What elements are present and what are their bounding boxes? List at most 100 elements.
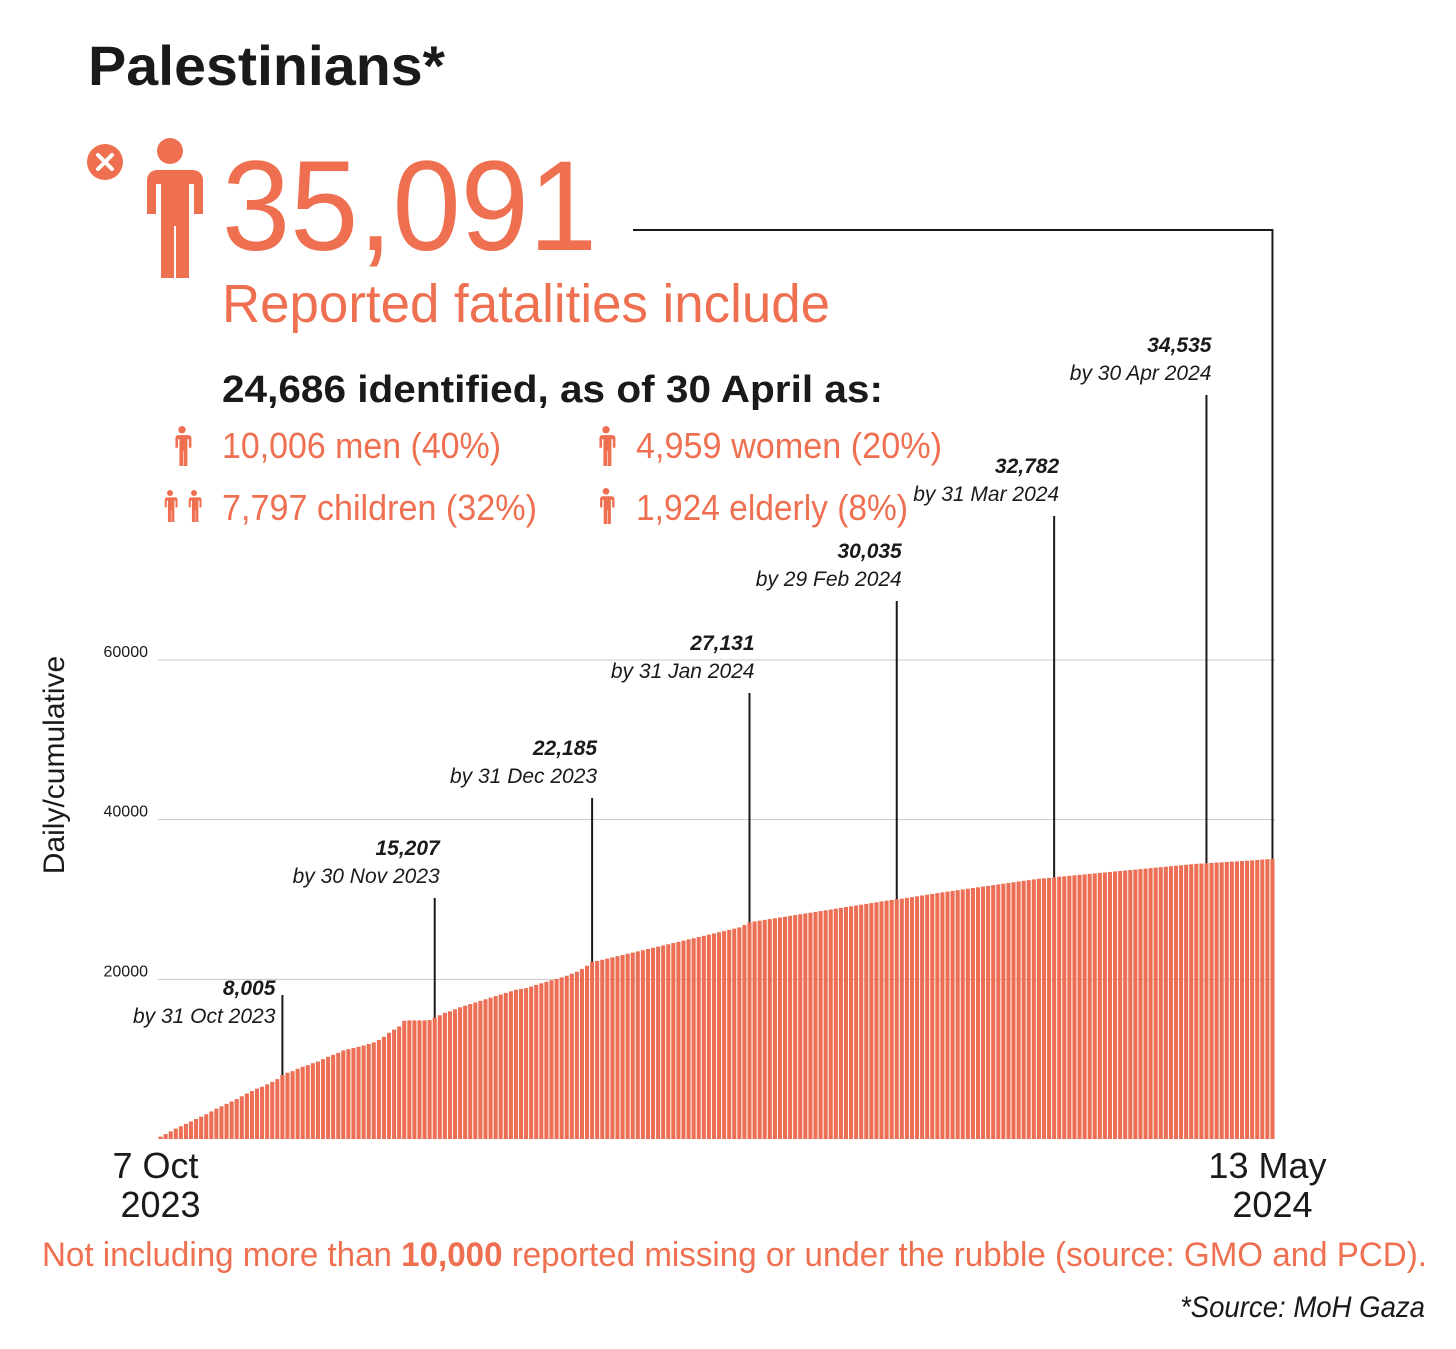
- bar: [295, 1068, 300, 1139]
- bar: [559, 977, 564, 1139]
- annotation-text: by 31 Mar 2024: [913, 483, 1059, 506]
- bar: [899, 898, 904, 1139]
- bar: [742, 925, 747, 1139]
- bar: [1016, 881, 1021, 1139]
- bar: [757, 920, 762, 1139]
- bar: [1194, 863, 1199, 1139]
- bar: [732, 928, 737, 1139]
- y-tick-label: 40000: [104, 804, 149, 821]
- bar: [346, 1049, 351, 1139]
- bar: [1047, 877, 1052, 1139]
- bar: [1092, 873, 1097, 1139]
- bar: [1204, 863, 1209, 1139]
- bar: [869, 903, 874, 1139]
- bar: [691, 938, 696, 1139]
- bar: [1209, 862, 1214, 1139]
- bar: [996, 884, 1001, 1139]
- bar: [823, 910, 828, 1139]
- bar: [894, 899, 899, 1139]
- connector: [633, 229, 1274, 859]
- bar: [539, 983, 544, 1139]
- bar: [1184, 864, 1189, 1139]
- total-fatalities: 35,091: [222, 135, 597, 278]
- annotation-value: 8,005: [223, 977, 276, 1000]
- bar: [463, 1005, 468, 1139]
- bar: [889, 899, 894, 1139]
- footnote-part: reported missing or under the rubble (so…: [503, 1236, 1427, 1274]
- identified: 24,686 identified, as of 30 April as:: [222, 369, 883, 411]
- bar: [371, 1042, 376, 1139]
- bar: [473, 1002, 478, 1139]
- bar: [640, 950, 645, 1139]
- bar: [529, 986, 534, 1139]
- annotation-value: 15,207: [375, 837, 441, 860]
- bar: [656, 946, 661, 1139]
- bar: [666, 944, 671, 1139]
- bar: [234, 1099, 239, 1139]
- chart-title: Palestinians*: [88, 34, 445, 97]
- bar: [884, 900, 889, 1139]
- bar: [1123, 870, 1128, 1139]
- annotation-text: by 31 Oct 2023: [133, 1005, 276, 1028]
- bar: [320, 1059, 326, 1139]
- bar: [518, 988, 524, 1139]
- bar: [564, 975, 569, 1139]
- bar: [584, 965, 590, 1139]
- bar: [960, 889, 965, 1139]
- bar: [305, 1065, 310, 1139]
- bar: [737, 927, 742, 1139]
- footnote-part: 10,000: [401, 1236, 502, 1274]
- bar: [336, 1052, 341, 1139]
- bar: [1143, 868, 1148, 1139]
- bar: [331, 1054, 336, 1139]
- bar: [214, 1108, 219, 1139]
- bar: [1087, 873, 1092, 1139]
- bar: [706, 934, 711, 1139]
- bar: [767, 919, 772, 1139]
- bar: [879, 901, 884, 1139]
- bar: [1036, 878, 1041, 1139]
- bar: [1239, 861, 1245, 1139]
- breakdown-item: 7,797 children (32%): [222, 487, 537, 528]
- bar: [625, 953, 630, 1139]
- bar: [219, 1106, 224, 1139]
- bar: [549, 980, 554, 1139]
- bar: [945, 891, 950, 1139]
- bar: [397, 1026, 402, 1139]
- bar: [1260, 859, 1265, 1139]
- bar: [1199, 863, 1204, 1139]
- bar: [544, 981, 549, 1139]
- bar: [630, 952, 635, 1139]
- bar: [1011, 882, 1016, 1139]
- bar: [1113, 871, 1118, 1139]
- bar: [285, 1072, 290, 1139]
- bar: [1265, 859, 1270, 1139]
- elderly-icon: [600, 488, 615, 524]
- bar: [783, 916, 788, 1139]
- annotation-text: by 31 Jan 2024: [611, 660, 755, 683]
- bar: [239, 1096, 244, 1139]
- y-tick-label: 20000: [104, 963, 149, 980]
- bar: [508, 991, 513, 1139]
- bar: [361, 1045, 366, 1139]
- bar: [1128, 870, 1133, 1139]
- child-icon: [164, 490, 178, 522]
- bar: [595, 960, 600, 1139]
- bar: [1118, 870, 1123, 1139]
- bar: [158, 1136, 163, 1139]
- bar: [300, 1066, 305, 1139]
- annotation-value: 34,535: [1147, 334, 1212, 357]
- bar: [199, 1116, 204, 1139]
- bar: [803, 913, 808, 1139]
- bar: [1163, 866, 1168, 1139]
- bar: [513, 989, 518, 1139]
- bar: [229, 1101, 234, 1139]
- bar: [772, 918, 777, 1139]
- annotation-text: by 30 Nov 2023: [293, 865, 440, 888]
- breakdown-item: 10,006 men (40%): [222, 425, 501, 466]
- bar: [579, 968, 584, 1139]
- bar: [1189, 864, 1194, 1139]
- bar: [1138, 869, 1143, 1139]
- bar: [864, 903, 869, 1139]
